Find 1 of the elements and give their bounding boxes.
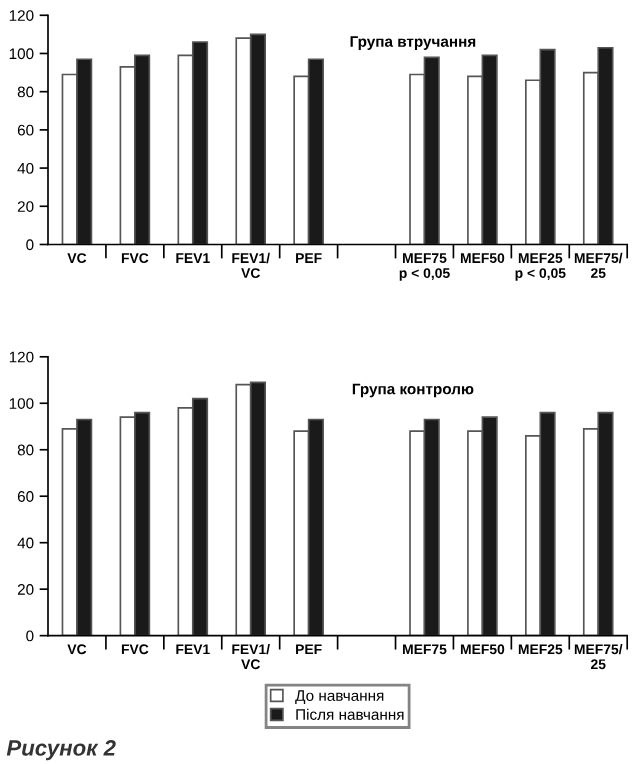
text: Рисунок 2 <box>6 740 116 761</box>
